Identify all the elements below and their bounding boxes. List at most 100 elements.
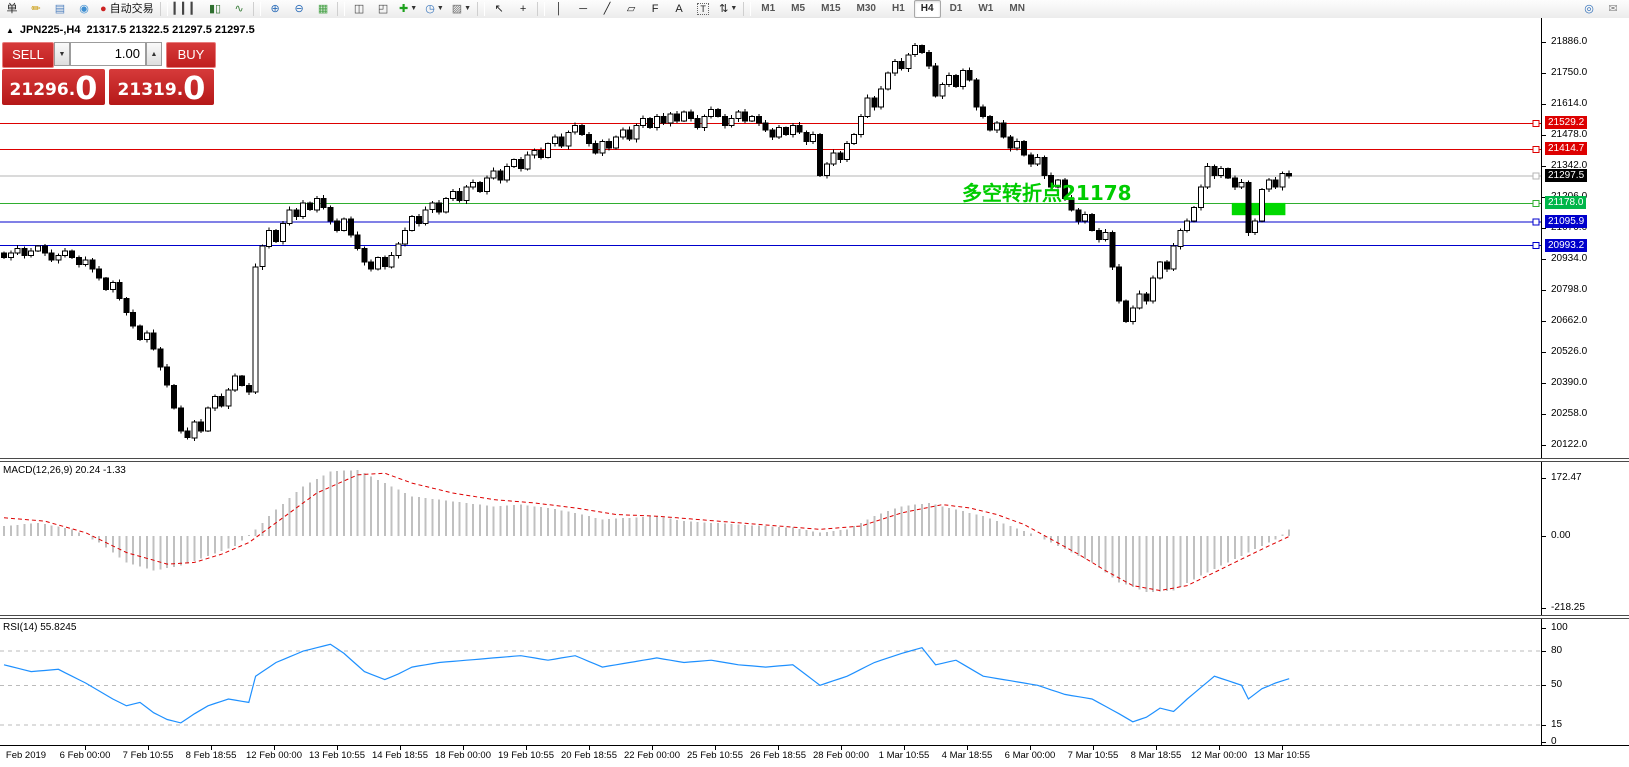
- price-axis[interactable]: 21886.021750.021614.021478.021342.021206…: [1541, 18, 1629, 747]
- candlestick-chart-icon[interactable]: ▮▯: [204, 0, 226, 18]
- dropdown-caret-icon[interactable]: ▼: [410, 5, 418, 12]
- macd-signal-line: [3, 472, 1290, 592]
- candlestick-chart[interactable]: 多空转折点21178: [0, 18, 1541, 458]
- sell-price-button[interactable]: 21296 . 0: [2, 69, 105, 105]
- time-tick: [904, 746, 905, 750]
- price-tick-label: 20934.0: [1551, 253, 1588, 264]
- vertical-line-tool[interactable]: │: [548, 0, 570, 18]
- sell-button[interactable]: SELL: [2, 42, 54, 68]
- zoom-out-icon[interactable]: ⊖: [288, 0, 310, 18]
- time-label: 7 Mar 10:55: [1067, 750, 1119, 761]
- hline-handle[interactable]: [1532, 242, 1540, 250]
- dropdown-caret-icon[interactable]: ▼: [730, 5, 738, 12]
- highlight-box[interactable]: [1231, 202, 1286, 216]
- volume-decrease-button[interactable]: ▼: [54, 42, 70, 66]
- buy-price-button[interactable]: 21319 . 0: [109, 69, 214, 105]
- timeframe-mn[interactable]: MN: [1009, 3, 1025, 14]
- label-tool[interactable]: T: [692, 0, 714, 18]
- text-tool[interactable]: A: [668, 0, 690, 18]
- timeframe-h1[interactable]: H1: [891, 3, 905, 14]
- macd-panel[interactable]: MACD(12,26,9) 20.24 -1.33: [0, 462, 1541, 615]
- time-label: 8 Mar 18:55: [1130, 750, 1182, 761]
- hline-handle[interactable]: [1532, 172, 1540, 180]
- arrows-tool-glyph: ⇅: [719, 3, 729, 15]
- time-label: 4 Mar 18:55: [941, 750, 993, 761]
- signal-icon[interactable]: ◉: [73, 0, 95, 18]
- indicator-list-icon[interactable]: ◰: [372, 0, 394, 18]
- timeframes-button[interactable]: ◷ ▼: [422, 0, 447, 18]
- price-tick-label: 21750.0: [1551, 67, 1588, 78]
- timeframe-m15[interactable]: M15: [821, 3, 841, 14]
- cursor-tool[interactable]: ↖: [488, 0, 510, 18]
- sell-price-frac: 0: [75, 69, 98, 107]
- dropdown-caret-icon[interactable]: ▼: [464, 5, 472, 12]
- timeframe-h4[interactable]: H4: [913, 0, 941, 18]
- hline-handle[interactable]: [1532, 199, 1540, 207]
- price-tick-label: 21342.0: [1551, 160, 1588, 171]
- buy-button[interactable]: BUY: [166, 42, 216, 68]
- autotrade-button[interactable]: ● 自动交易: [97, 0, 157, 18]
- toolbar-right: ◎ ✉: [1577, 0, 1625, 18]
- timeframe-w1[interactable]: W1: [978, 3, 994, 14]
- hline-handle[interactable]: [1532, 218, 1540, 226]
- trendline-tool[interactable]: ╱: [596, 0, 618, 18]
- highlighter-icon[interactable]: ✏: [25, 0, 47, 18]
- axis-tick: [1542, 383, 1546, 384]
- collapse-icon[interactable]: ▲: [6, 25, 14, 35]
- chat-icon[interactable]: ✉: [1608, 3, 1618, 15]
- panel-divider[interactable]: [0, 615, 1629, 619]
- zoom-in-icon[interactable]: ⊕: [264, 0, 286, 18]
- buy-price-int: 21319: [117, 80, 177, 100]
- indicators-window-icon[interactable]: ◫: [348, 0, 370, 18]
- time-tick: [148, 746, 149, 750]
- crosshair-tool[interactable]: +: [512, 0, 534, 18]
- dropdown-caret-icon[interactable]: ▼: [436, 5, 444, 12]
- rsi-tick-label: 15: [1551, 719, 1563, 730]
- bar-chart-icon[interactable]: ▎▎▎: [171, 0, 202, 18]
- chart-window-icon[interactable]: ▤: [49, 0, 71, 18]
- add-indicator-button[interactable]: ✚ ▼: [396, 0, 420, 18]
- hline-handle[interactable]: [1532, 119, 1540, 127]
- rsi-line: [3, 643, 1290, 724]
- hline-handle[interactable]: [1532, 145, 1540, 153]
- rsi-tick-label: 80: [1551, 645, 1563, 656]
- time-label: 19 Feb 10:55: [498, 750, 554, 761]
- time-tick: [1282, 746, 1283, 750]
- chart-window: 多空转折点21178 ▲ JPN225-,H4 21317.5 21322.5 …: [0, 18, 1629, 767]
- buy-price-frac: 0: [183, 69, 206, 107]
- volume-increase-button[interactable]: ▲: [146, 42, 162, 66]
- sell-price-dot: .: [68, 80, 76, 100]
- signal-icon-glyph: ◉: [79, 3, 89, 15]
- line-chart-icon[interactable]: ∿: [228, 0, 250, 18]
- axis-tick: [1542, 352, 1546, 353]
- templates-button[interactable]: ▨ ▼: [449, 0, 474, 18]
- timeframe-m30[interactable]: M30: [856, 3, 876, 14]
- candles: [1, 42, 1293, 442]
- timeframe-d1[interactable]: D1: [949, 3, 963, 14]
- time-tick: [274, 746, 275, 750]
- rsi-chart[interactable]: [0, 619, 1541, 745]
- price-chart-panel[interactable]: 多空转折点21178: [0, 18, 1541, 458]
- price-tick-label: 20390.0: [1551, 377, 1588, 388]
- volume-input[interactable]: 1.00: [70, 42, 146, 66]
- panel-divider[interactable]: [0, 458, 1629, 462]
- timeframe-m5[interactable]: M5: [791, 3, 806, 14]
- price-tick-label: 21886.0: [1551, 36, 1588, 47]
- macd-chart[interactable]: [0, 462, 1541, 615]
- timeframes-button-glyph: ◷: [425, 3, 435, 15]
- axis-tick: [1542, 445, 1546, 446]
- macd-histogram: [3, 469, 1291, 593]
- trendline-tool-glyph: ╱: [603, 3, 611, 15]
- time-label: 25 Feb 10:55: [687, 750, 743, 761]
- rsi-panel[interactable]: RSI(14) 55.8245: [0, 619, 1541, 745]
- search-icon[interactable]: ◎: [1584, 3, 1594, 15]
- horizontal-line-tool[interactable]: ─: [572, 0, 594, 18]
- new-order-button[interactable]: 单: [1, 0, 23, 18]
- channel-tool[interactable]: ▱: [620, 0, 642, 18]
- arrows-tool[interactable]: ⇅ ▼: [716, 0, 740, 18]
- timeframe-m1[interactable]: M1: [761, 3, 776, 14]
- axis-tick: [1542, 651, 1546, 652]
- fibonacci-tool[interactable]: F: [644, 0, 666, 18]
- time-axis[interactable]: Feb 2019 6 Feb 00:00 7 Feb 10:55 8 Feb 18:5…: [0, 745, 1629, 767]
- tile-windows-icon[interactable]: ▦: [312, 0, 334, 18]
